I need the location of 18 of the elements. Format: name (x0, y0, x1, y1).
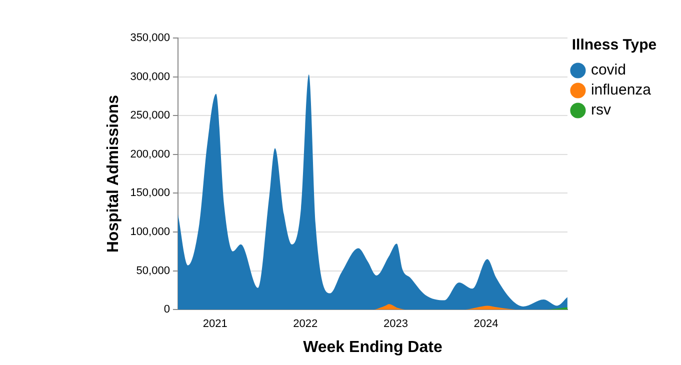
x-tick-label: 2021 (202, 318, 228, 330)
x-axis-title: Week Ending Date (303, 338, 442, 356)
x-tick-label: 2023 (383, 318, 408, 330)
y-tick-label: 0 (164, 304, 170, 316)
y-tick-label: 100,000 (130, 226, 170, 238)
legend-label: covid (590, 62, 626, 79)
x-tick-label: 2024 (474, 318, 498, 330)
y-tick-label: 200,000 (130, 148, 170, 160)
y-tick-label: 300,000 (130, 70, 170, 83)
legend-title: Illness Type (572, 36, 657, 54)
legend-label: rsv (590, 102, 612, 119)
legend-label: influenza (590, 82, 652, 99)
y-axis-title: Hospital Admissions (105, 94, 122, 253)
y-tick-label: 50,000 (136, 264, 170, 277)
y-tick-label: 250,000 (130, 110, 170, 122)
y-tick-label: 150,000 (130, 187, 170, 200)
y-tick-label: 350,000 (130, 32, 170, 44)
x-tick-label: 2022 (293, 318, 318, 330)
